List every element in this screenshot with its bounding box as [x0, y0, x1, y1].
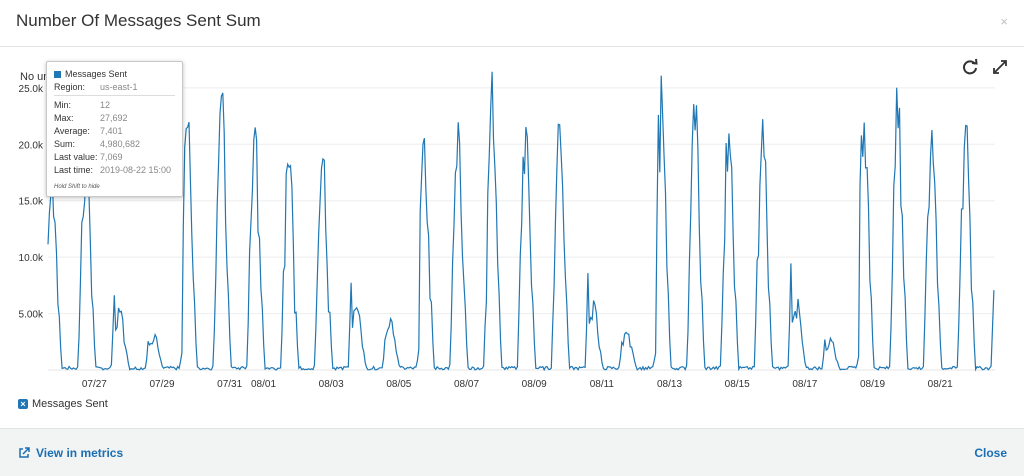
tooltip-row-region: Region: us-east-1	[54, 82, 138, 92]
tooltip-key: Sum:	[54, 139, 76, 149]
tooltip-key: Average:	[54, 126, 90, 136]
x-tick-label: 08/17	[792, 379, 817, 390]
tooltip-row-max: Max: 27,692	[54, 113, 128, 123]
tooltip-divider	[54, 95, 175, 96]
tooltip-key: Region:	[54, 82, 86, 92]
x-tick-label: 08/09	[522, 379, 547, 390]
tooltip-key: Last time:	[54, 165, 94, 175]
tooltip-value: 27,692	[100, 113, 128, 123]
x-tick-label: 07/29	[150, 379, 175, 390]
tooltip-row-last-time: Last time: 2019-08-22 15:00	[54, 165, 171, 175]
x-tick-label: 08/07	[454, 379, 479, 390]
x-tick-label: 07/31	[217, 379, 242, 390]
y-tick-label: 20.0k	[19, 140, 44, 151]
legend-checkbox-icon[interactable]: ×	[18, 399, 28, 409]
tooltip-value: 7,401	[100, 126, 123, 136]
tooltip-header: Messages Sent	[54, 69, 127, 79]
dialog-header: Number Of Messages Sent Sum ×	[0, 0, 1024, 47]
series-line-messages-sent	[47, 71, 995, 372]
tooltip-key: Min:	[54, 100, 72, 110]
legend-item-messages-sent[interactable]: × Messages Sent	[18, 398, 108, 410]
tooltip-value: 2019-08-22 15:00	[100, 165, 172, 175]
close-icon[interactable]: ×	[1000, 14, 1008, 29]
x-tick-label: 08/15	[725, 379, 750, 390]
x-tick-label: 08/03	[319, 379, 344, 390]
y-tick-label: 10.0k	[19, 253, 44, 264]
close-button[interactable]: Close	[974, 446, 1007, 460]
y-tick-label: 25.0k	[19, 84, 44, 95]
data-tooltip: Messages Sent Region: us-east-1 Min: 12 Ma…	[46, 61, 183, 197]
y-tick-label: 5.00k	[19, 310, 44, 321]
x-tick-label: 08/11	[590, 379, 615, 390]
tooltip-series-name: Messages Sent	[65, 69, 128, 79]
x-tick-label: 08/13	[657, 379, 682, 390]
tooltip-key: Last value:	[54, 152, 98, 162]
x-tick-label: 08/21	[928, 379, 953, 390]
tooltip-key: Max:	[54, 113, 74, 123]
view-in-metrics-label: View in metrics	[36, 446, 124, 460]
dialog-footer: View in metrics Close	[0, 428, 1024, 476]
tooltip-row-average: Average: 7,401	[54, 126, 123, 136]
series-color-swatch	[54, 70, 61, 78]
x-tick-label: 08/05	[386, 379, 411, 390]
x-tick-label: 08/01	[251, 379, 276, 390]
external-link-icon	[19, 447, 30, 458]
tooltip-value: 12	[100, 100, 111, 110]
tooltip-row-sum: Sum: 4,980,682	[54, 139, 140, 149]
y-tick-label: 15.0k	[19, 197, 44, 208]
legend-label: Messages Sent	[32, 398, 108, 410]
x-tick-label: 08/19	[860, 379, 885, 390]
view-in-metrics-link[interactable]: View in metrics	[18, 446, 123, 460]
tooltip-row-min: Min: 12	[54, 100, 110, 110]
tooltip-hint: Hold Shift to hide	[54, 184, 100, 190]
refresh-icon[interactable]	[961, 58, 979, 76]
tooltip-value: 7,069	[100, 152, 123, 162]
expand-icon[interactable]	[991, 58, 1009, 76]
x-tick-label: 07/27	[82, 379, 107, 390]
tooltip-row-last-value: Last value: 7,069	[54, 152, 123, 162]
dialog-title: Number Of Messages Sent Sum	[16, 11, 261, 30]
tooltip-value: us-east-1	[100, 82, 138, 92]
tooltip-value: 4,980,682	[100, 139, 141, 149]
line-chart: 5.00k 10.0k 15.0k 20.0k 25.0k 07/27 07/29 07/3…	[19, 71, 995, 390]
